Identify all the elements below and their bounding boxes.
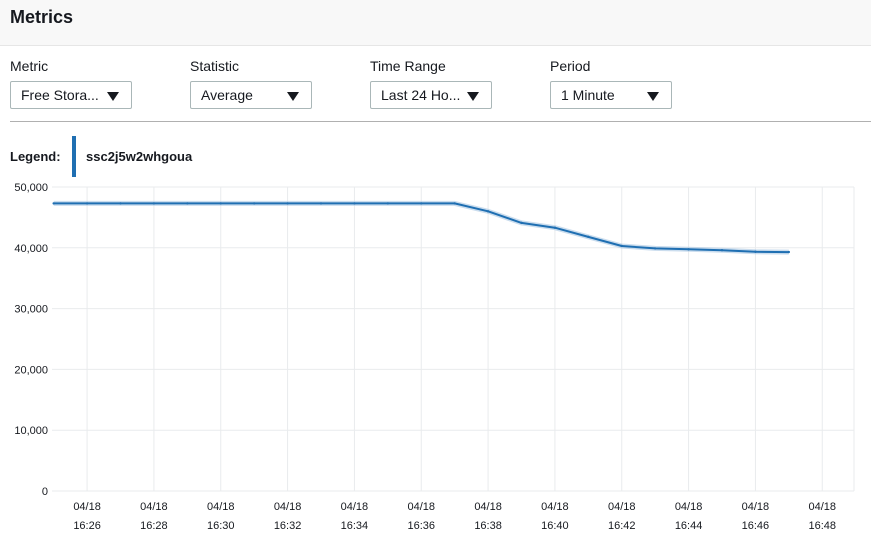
data-point [152,202,156,205]
metric-select-value: Free Stora... [21,87,99,103]
x-tick-time-label: 16:44 [675,520,703,532]
statistic-select[interactable]: Average [190,81,312,109]
x-tick-time-label: 16:26 [73,520,101,532]
divider [10,121,871,122]
data-point [186,202,189,205]
data-point [219,202,222,205]
x-tick-date-label: 04/18 [608,501,636,513]
data-point [119,202,122,205]
caret-down-icon [287,92,299,101]
data-point [386,202,390,205]
time-range-control: Time Range Last 24 Ho... [370,56,492,109]
x-tick-time-label: 16:46 [742,520,770,532]
time-range-select-value: Last 24 Ho... [381,87,461,103]
x-tick-date-label: 04/18 [474,501,502,513]
data-point [520,221,523,225]
metrics-header: Metrics [0,0,871,46]
x-tick-time-label: 16:30 [207,520,235,532]
legend-series-label[interactable]: ssc2j5w2whgoua [86,149,193,164]
x-tick-date-label: 04/18 [140,501,168,513]
data-point [353,202,356,205]
metric-select[interactable]: Free Stora... [10,81,132,109]
statistic-control: Statistic Average [190,56,312,109]
x-tick-time-label: 16:38 [474,520,502,532]
data-point [420,202,423,205]
metric-line-chart: 0 10,000 20,000 30,000 40,000 50,000 04/18 16:2… [14,182,855,532]
x-tick-date-label: 04/18 [207,501,235,513]
data-point [787,250,791,254]
data-point [319,202,323,205]
data-point [553,226,557,229]
x-tick-time-label: 16:32 [274,520,302,532]
x-tick-time-label: 16:42 [608,520,636,532]
y-tick-label: 40,000 [14,243,48,255]
caret-down-icon [467,92,479,101]
caret-down-icon [647,92,659,101]
data-point [252,202,256,205]
data-point [653,247,657,250]
x-tick-date-label: 04/18 [742,501,770,513]
statistic-label: Statistic [190,58,240,74]
y-tick-label: 0 [42,486,48,498]
period-control: Period 1 Minute [550,56,672,109]
period-label: Period [550,58,591,74]
x-tick-date-label: 04/18 [73,501,101,513]
legend-title: Legend: [10,149,61,164]
page-title: Metrics [10,7,74,27]
metric-controls: Metric Free Stora... Statistic Average T… [0,56,871,116]
metric-label: Metric [10,58,49,74]
data-point [486,210,490,213]
legend-swatch [72,136,76,177]
period-select-value: 1 Minute [561,87,615,103]
x-tick-time-label: 16:40 [541,520,569,532]
y-tick-label: 30,000 [14,304,48,316]
data-point [286,202,289,205]
data-point [720,249,724,252]
x-tick-date-label: 04/18 [675,501,703,513]
x-tick-date-label: 04/18 [274,501,302,513]
x-tick-time-label: 16:34 [341,520,369,532]
period-select[interactable]: 1 Minute [550,81,672,109]
x-tick-time-label: 16:36 [407,520,435,532]
x-tick-date-label: 04/18 [341,501,369,513]
x-tick-date-label: 04/18 [808,501,836,513]
data-point [85,202,89,205]
statistic-select-value: Average [201,87,253,103]
x-tick-date-label: 04/18 [541,501,569,513]
time-range-label: Time Range [370,58,446,74]
data-point [754,250,757,253]
data-point [453,202,456,205]
x-tick-date-label: 04/18 [407,501,435,513]
y-tick-label: 10,000 [14,425,48,437]
x-tick-time-label: 16:48 [808,520,836,532]
metric-control: Metric Free Stora... [10,56,132,109]
caret-down-icon [107,92,119,101]
x-tick-time-label: 16:28 [140,520,168,532]
time-range-select[interactable]: Last 24 Ho... [370,81,492,109]
y-tick-label: 50,000 [14,182,48,194]
data-point [620,244,623,248]
data-point [52,202,55,205]
data-point [687,248,690,251]
y-tick-label: 20,000 [14,364,48,376]
data-point [587,235,590,239]
